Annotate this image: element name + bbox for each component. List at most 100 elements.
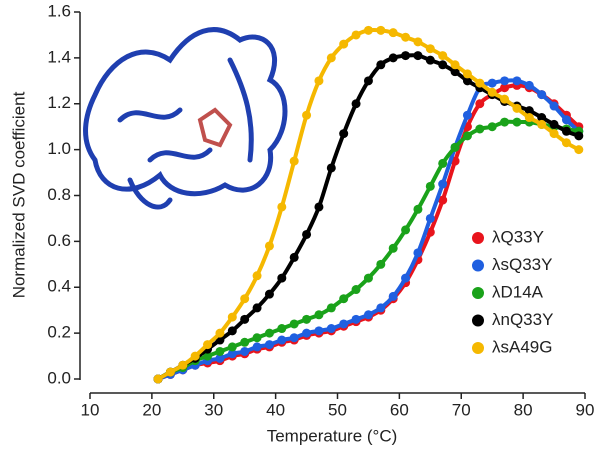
data-point — [524, 80, 534, 90]
data-point — [388, 243, 398, 253]
legend-label: λQ33Y — [492, 227, 544, 246]
data-point — [401, 32, 411, 42]
data-point — [462, 131, 472, 141]
data-point — [537, 119, 547, 129]
data-point — [549, 129, 559, 139]
data-point — [264, 328, 274, 338]
data-point — [363, 310, 373, 320]
data-point — [574, 145, 584, 155]
data-point — [264, 241, 274, 251]
data-point — [326, 53, 336, 63]
x-tick-label: 60 — [390, 400, 409, 419]
x-tick-label: 50 — [328, 400, 347, 419]
y-tick-label: 1.2 — [47, 93, 71, 112]
data-point — [264, 340, 274, 350]
data-point — [277, 335, 287, 345]
data-point — [178, 360, 188, 370]
data-point — [277, 273, 287, 283]
data-point — [438, 195, 448, 205]
data-point — [438, 179, 448, 189]
legend-label: λsA49G — [492, 337, 552, 356]
y-tick-label: 0.2 — [47, 323, 71, 342]
data-point — [302, 328, 312, 338]
x-axis-label: Temperature (°C) — [267, 426, 398, 445]
data-point — [500, 117, 510, 127]
data-point — [549, 119, 559, 129]
legend-marker — [472, 259, 484, 272]
legend-label: λsQ33Y — [492, 255, 552, 274]
y-tick-label: 0.4 — [47, 277, 71, 296]
data-point — [413, 51, 423, 61]
y-tick-label: 0.8 — [47, 185, 71, 204]
data-point — [252, 342, 262, 352]
data-point — [339, 39, 349, 49]
x-tick-label: 10 — [81, 400, 100, 419]
data-point — [425, 44, 435, 54]
data-point — [475, 124, 485, 134]
data-point — [240, 346, 250, 356]
data-point — [425, 213, 435, 223]
data-point — [351, 285, 361, 295]
data-point — [376, 303, 386, 313]
data-point — [388, 28, 398, 38]
data-point — [450, 60, 460, 70]
data-point — [227, 349, 237, 359]
data-point — [462, 69, 472, 79]
data-point — [487, 78, 497, 88]
data-point — [475, 99, 485, 109]
data-point — [339, 319, 349, 329]
data-point — [450, 142, 460, 152]
legend-label: λnQ33Y — [492, 310, 553, 329]
data-point — [500, 83, 510, 93]
data-point — [500, 76, 510, 86]
data-point — [165, 367, 175, 377]
data-point — [561, 126, 571, 136]
y-tick-label: 1.0 — [47, 139, 71, 158]
legend-marker — [472, 232, 484, 244]
data-point — [401, 225, 411, 235]
data-point — [289, 319, 299, 329]
data-point — [289, 156, 299, 166]
data-point — [512, 103, 522, 113]
data-point — [339, 129, 349, 139]
data-point — [401, 51, 411, 61]
data-point — [277, 324, 287, 334]
data-point — [363, 76, 373, 86]
data-point — [277, 202, 287, 212]
data-point — [388, 53, 398, 63]
x-tick-label: 70 — [452, 400, 471, 419]
data-point — [487, 122, 497, 132]
data-point — [351, 30, 361, 40]
data-point — [326, 324, 336, 334]
data-point — [289, 252, 299, 262]
data-point — [351, 314, 361, 324]
legend-label: λD14A — [492, 282, 544, 301]
data-point — [376, 25, 386, 35]
y-axis-label: Normalized SVD coefficient — [9, 91, 28, 298]
data-point — [363, 273, 373, 283]
data-point — [413, 204, 423, 214]
data-point — [351, 99, 361, 109]
data-point — [388, 291, 398, 301]
legend-marker — [472, 314, 484, 327]
data-point — [227, 342, 237, 352]
data-point — [462, 76, 472, 86]
protein-residue — [197, 107, 233, 148]
data-point — [363, 25, 373, 35]
data-point — [153, 374, 163, 384]
data-point — [561, 115, 571, 125]
data-point — [314, 326, 324, 336]
data-point — [376, 259, 386, 269]
y-tick-label: 0.6 — [47, 231, 71, 250]
data-point — [413, 37, 423, 47]
data-point — [215, 346, 225, 356]
protein-inset — [83, 27, 288, 210]
y-tick-label: 1.4 — [47, 47, 71, 66]
x-tick-label: 30 — [204, 400, 223, 419]
data-point — [227, 326, 237, 336]
x-tick-label: 20 — [142, 400, 161, 419]
data-point — [289, 333, 299, 343]
x-tick-label: 40 — [266, 400, 285, 419]
data-point — [438, 60, 448, 70]
data-point — [413, 248, 423, 258]
